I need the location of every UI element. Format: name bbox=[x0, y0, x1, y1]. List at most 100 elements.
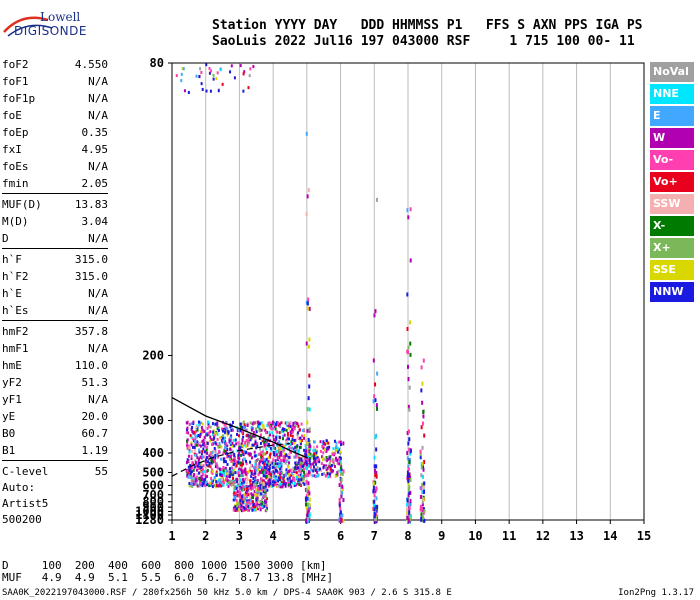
echo-point bbox=[286, 477, 289, 481]
echo-point bbox=[208, 454, 211, 458]
echo-point bbox=[307, 448, 310, 452]
echo-point bbox=[294, 468, 297, 472]
echo-point bbox=[298, 475, 301, 479]
echo-point bbox=[335, 456, 338, 460]
x-tick-label: 15 bbox=[637, 529, 651, 543]
echo-point bbox=[251, 434, 254, 438]
echo-point bbox=[289, 420, 292, 424]
echo-point bbox=[237, 473, 240, 477]
echo-point bbox=[322, 446, 325, 450]
echo-point bbox=[241, 463, 244, 467]
legend-item: X- bbox=[650, 216, 694, 236]
echo-point bbox=[292, 447, 295, 451]
echo-point bbox=[241, 444, 244, 448]
echo-point bbox=[295, 471, 298, 475]
echo-point bbox=[226, 462, 229, 466]
echo-point bbox=[238, 503, 241, 507]
echo-point bbox=[228, 458, 231, 462]
echo-point bbox=[261, 450, 264, 454]
echo-point bbox=[321, 443, 324, 447]
echo-point bbox=[238, 428, 241, 432]
echo-point bbox=[262, 457, 265, 461]
interference-point bbox=[423, 484, 426, 489]
interference-point bbox=[342, 518, 345, 523]
echo-point bbox=[265, 457, 268, 461]
echo-point bbox=[272, 446, 275, 450]
echo-point bbox=[297, 474, 300, 478]
echo-point bbox=[193, 445, 196, 449]
echo-point bbox=[216, 437, 219, 441]
echo-point bbox=[241, 477, 244, 481]
interference-point bbox=[306, 420, 309, 425]
interference-point bbox=[406, 451, 409, 456]
echo-point bbox=[244, 486, 247, 490]
interference-point bbox=[305, 460, 308, 465]
interference-point bbox=[305, 505, 308, 510]
echo-point bbox=[249, 438, 252, 442]
echo-point bbox=[237, 453, 240, 457]
interference-point bbox=[375, 508, 378, 513]
echo-point bbox=[241, 438, 244, 442]
echo-point bbox=[198, 448, 201, 452]
echo-point bbox=[299, 461, 302, 465]
echo-point bbox=[222, 466, 225, 470]
echo-point bbox=[330, 464, 333, 468]
y-tick-label: 800 bbox=[142, 495, 164, 509]
echo-point bbox=[292, 466, 295, 470]
echo-point bbox=[243, 423, 246, 427]
echo-point bbox=[327, 465, 330, 469]
echo-point bbox=[196, 428, 199, 432]
echo-point bbox=[224, 427, 227, 431]
interference-point bbox=[338, 504, 341, 509]
interference-point bbox=[307, 516, 310, 521]
echo-point bbox=[255, 497, 258, 501]
echo-point bbox=[302, 464, 305, 468]
echo-point bbox=[277, 423, 280, 427]
echo-point bbox=[240, 486, 243, 490]
echo-point bbox=[291, 446, 294, 450]
echo-point bbox=[303, 434, 306, 438]
echo-point bbox=[248, 484, 251, 488]
echo-point bbox=[186, 473, 189, 477]
interference-point bbox=[339, 510, 342, 515]
echo-point bbox=[252, 502, 255, 506]
interference-point bbox=[420, 425, 423, 430]
interference-point bbox=[340, 491, 343, 496]
echo-point bbox=[210, 461, 213, 465]
echo-point bbox=[240, 461, 243, 465]
interference-point bbox=[407, 350, 410, 355]
echo-point bbox=[224, 440, 227, 444]
echo-point bbox=[190, 435, 193, 439]
echo-point bbox=[336, 450, 339, 454]
echo-point bbox=[226, 482, 229, 486]
echo-point bbox=[183, 89, 186, 93]
echo-point bbox=[245, 475, 248, 479]
echo-point bbox=[322, 442, 325, 446]
interference-point bbox=[372, 503, 375, 508]
echo-point bbox=[278, 444, 281, 448]
echo-point bbox=[235, 507, 238, 511]
echo-point bbox=[239, 492, 242, 496]
echo-point bbox=[300, 459, 303, 463]
echo-point bbox=[248, 499, 251, 503]
interference-point bbox=[305, 454, 308, 459]
echo-point bbox=[235, 442, 238, 446]
interference-point bbox=[409, 207, 412, 212]
echo-point bbox=[195, 463, 198, 467]
echo-point bbox=[214, 478, 217, 482]
echo-point bbox=[231, 444, 234, 448]
echo-point bbox=[194, 430, 197, 434]
interference-point bbox=[306, 441, 309, 446]
echo-point bbox=[268, 478, 271, 482]
echo-point bbox=[270, 476, 273, 480]
echo-point bbox=[238, 447, 241, 451]
interference-point bbox=[373, 499, 376, 504]
echo-point bbox=[253, 469, 256, 473]
interference-point bbox=[308, 491, 311, 496]
echo-point bbox=[289, 450, 292, 454]
echo-point bbox=[307, 455, 310, 459]
echo-point bbox=[217, 429, 220, 433]
interference-point bbox=[375, 447, 378, 452]
echo-point bbox=[240, 509, 243, 513]
echo-point bbox=[239, 422, 242, 426]
